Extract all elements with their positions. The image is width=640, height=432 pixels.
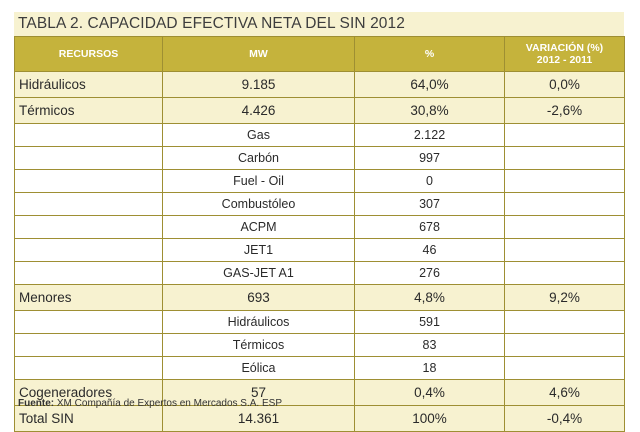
title-bar — [14, 12, 624, 36]
subresource-cell: ACPM — [162, 215, 355, 239]
variation-cell: -0,4% — [504, 405, 625, 432]
source-label: Fuente: — [18, 398, 55, 409]
empty-cell — [14, 310, 163, 334]
subresource-row: Hidráulicos 591 — [14, 310, 625, 334]
mw-cell: 57 — [162, 379, 355, 406]
empty-cell — [14, 146, 163, 170]
table-body: Hidráulicos 9.185 64,0% 0,0% Térmicos 4.426 30… — [14, 71, 625, 432]
subresource-value-cell: 591 — [354, 310, 505, 334]
empty-cell — [504, 333, 625, 357]
subresource-row: Fuel - Oil 0 — [14, 169, 625, 193]
empty-cell — [504, 238, 625, 262]
subresource-value-cell: 276 — [354, 261, 505, 285]
resource-row: Menores 693 4,8% 9,2% — [14, 284, 625, 311]
subresource-cell: Combustóleo — [162, 192, 355, 216]
subresource-value-cell: 997 — [354, 146, 505, 170]
mw-cell: 14.361 — [162, 405, 355, 432]
subresource-cell: Hidráulicos — [162, 310, 355, 334]
subresource-cell: GAS-JET A1 — [162, 261, 355, 285]
resource-cell: Térmicos — [14, 97, 163, 124]
header-mw: MW — [162, 36, 355, 72]
variation-cell: -2,6% — [504, 97, 625, 124]
mw-cell: 9.185 — [162, 71, 355, 98]
header-variation-label: VARIACIÓN (%) — [525, 42, 604, 54]
subresource-value-cell: 0 — [354, 169, 505, 193]
resource-row: Total SIN 14.361 100% -0,4% — [14, 405, 625, 432]
subresource-cell: JET1 — [162, 238, 355, 262]
subresource-row: Combustóleo 307 — [14, 192, 625, 216]
subresource-row: Gas 2.122 — [14, 123, 625, 147]
empty-cell — [504, 123, 625, 147]
mw-cell: 693 — [162, 284, 355, 311]
document-page: TABLA 2. CAPACIDAD EFECTIVA NETA DEL SIN… — [14, 12, 625, 432]
empty-cell — [504, 192, 625, 216]
resource-row: Cogeneradores 57 0,4% 4,6% — [14, 379, 625, 406]
subresource-row: ACPM 678 — [14, 215, 625, 239]
subresource-value-cell: 83 — [354, 333, 505, 357]
resource-row: Hidráulicos 9.185 64,0% 0,0% — [14, 71, 625, 98]
percent-cell: 64,0% — [354, 71, 505, 98]
subresource-cell: Gas — [162, 123, 355, 147]
empty-cell — [504, 261, 625, 285]
source-footnote: Fuente: XM Compañía de Expertos en Merca… — [18, 398, 282, 409]
variation-cell: 0,0% — [504, 71, 625, 98]
subresource-cell: Carbón — [162, 146, 355, 170]
percent-cell: 30,8% — [354, 97, 505, 124]
header-variation-period: 2012 - 2011 — [536, 54, 593, 66]
capacity-table: RECURSOS MW % VARIACIÓN (%) 2012 - 2011 … — [14, 36, 625, 432]
subresource-value-cell: 46 — [354, 238, 505, 262]
percent-cell: 0,4% — [354, 379, 505, 406]
empty-cell — [14, 356, 163, 380]
empty-cell — [504, 169, 625, 193]
table-title: TABLA 2. CAPACIDAD EFECTIVA NETA DEL SIN… — [18, 15, 405, 32]
subresource-row: Térmicos 83 — [14, 333, 625, 357]
header-recursos: RECURSOS — [14, 36, 163, 72]
empty-cell — [504, 146, 625, 170]
subresource-cell: Fuel - Oil — [162, 169, 355, 193]
header-variation: VARIACIÓN (%) 2012 - 2011 — [504, 36, 625, 72]
empty-cell — [14, 261, 163, 285]
percent-cell: 4,8% — [354, 284, 505, 311]
subresource-cell: Térmicos — [162, 333, 355, 357]
resource-cell: Hidráulicos — [14, 71, 163, 98]
source-text: XM Compañía de Expertos en Mercados S.A.… — [54, 398, 282, 409]
subresource-row: JET1 46 — [14, 238, 625, 262]
percent-cell: 100% — [354, 405, 505, 432]
empty-cell — [14, 192, 163, 216]
resource-cell: Total SIN — [14, 405, 163, 432]
empty-cell — [14, 123, 163, 147]
subresource-value-cell: 307 — [354, 192, 505, 216]
subresource-value-cell: 678 — [354, 215, 505, 239]
empty-cell — [14, 333, 163, 357]
empty-cell — [504, 310, 625, 334]
subresource-value-cell: 2.122 — [354, 123, 505, 147]
resource-row: Térmicos 4.426 30,8% -2,6% — [14, 97, 625, 124]
subresource-row: Eólica 18 — [14, 356, 625, 380]
variation-cell: 9,2% — [504, 284, 625, 311]
table-header-row: RECURSOS MW % VARIACIÓN (%) 2012 - 2011 — [14, 36, 625, 72]
subresource-row: GAS-JET A1 276 — [14, 261, 625, 285]
resource-cell: Cogeneradores — [14, 379, 163, 406]
empty-cell — [504, 215, 625, 239]
header-percent: % — [354, 36, 505, 72]
variation-cell: 4,6% — [504, 379, 625, 406]
empty-cell — [504, 356, 625, 380]
empty-cell — [14, 169, 163, 193]
empty-cell — [14, 215, 163, 239]
resource-cell: Menores — [14, 284, 163, 311]
empty-cell — [14, 238, 163, 262]
subresource-value-cell: 18 — [354, 356, 505, 380]
mw-cell: 4.426 — [162, 97, 355, 124]
subresource-row: Carbón 997 — [14, 146, 625, 170]
subresource-cell: Eólica — [162, 356, 355, 380]
